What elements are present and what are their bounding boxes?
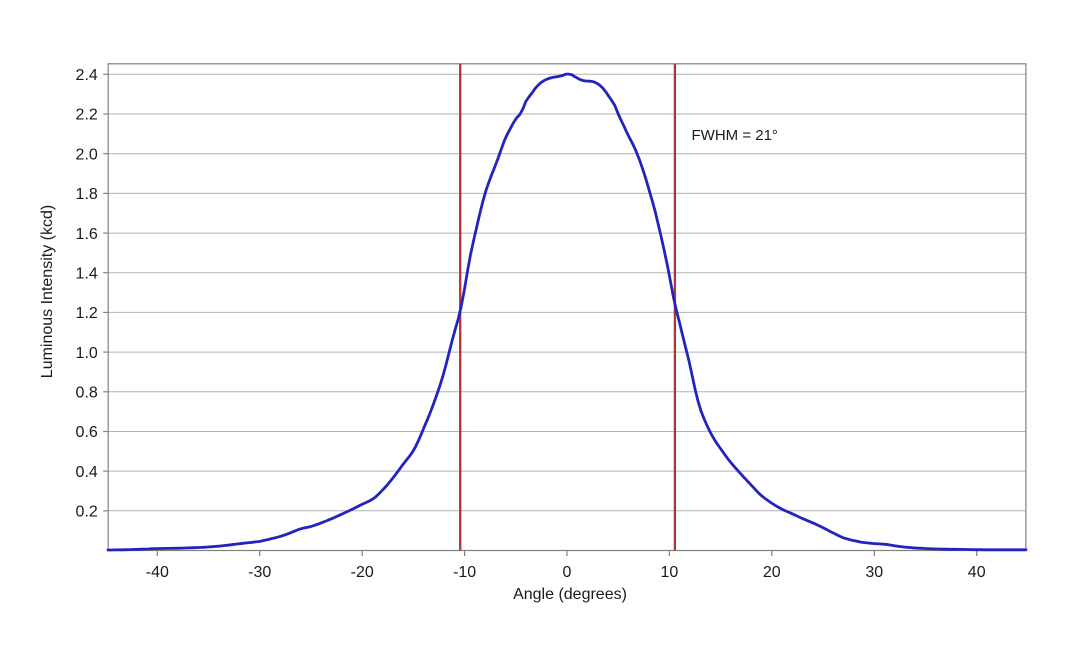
svg-text:Angle (degrees): Angle (degrees): [513, 586, 627, 603]
svg-text:-30: -30: [248, 564, 271, 581]
svg-text:0.2: 0.2: [76, 504, 98, 521]
svg-text:20: 20: [763, 564, 781, 581]
svg-text:0: 0: [563, 564, 572, 581]
svg-text:1.2: 1.2: [76, 305, 98, 322]
svg-text:Luminous Intensity (kcd): Luminous Intensity (kcd): [39, 205, 56, 378]
svg-text:0.6: 0.6: [76, 424, 98, 441]
svg-text:-10: -10: [453, 564, 476, 581]
svg-text:FWHM = 21°: FWHM = 21°: [692, 127, 778, 144]
svg-text:1.0: 1.0: [76, 345, 98, 362]
svg-text:-40: -40: [146, 564, 169, 581]
svg-text:1.8: 1.8: [76, 186, 98, 203]
svg-text:10: 10: [661, 564, 679, 581]
svg-text:1.6: 1.6: [76, 226, 98, 243]
svg-text:2.4: 2.4: [76, 67, 98, 84]
svg-text:40: 40: [968, 564, 986, 581]
svg-text:2.2: 2.2: [76, 107, 98, 124]
svg-text:-20: -20: [351, 564, 374, 581]
svg-text:2.0: 2.0: [76, 146, 98, 163]
svg-text:0.8: 0.8: [76, 385, 98, 402]
svg-text:0.4: 0.4: [76, 464, 98, 481]
svg-text:30: 30: [865, 564, 883, 581]
svg-text:1.4: 1.4: [76, 265, 98, 282]
